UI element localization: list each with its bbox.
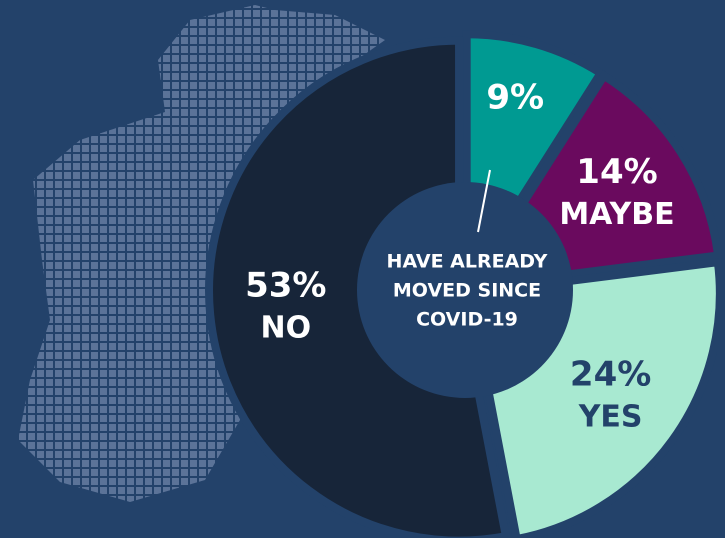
center-label: MOVED SINCE bbox=[393, 280, 541, 302]
category-label: NO bbox=[260, 310, 311, 345]
map-decoration bbox=[18, 5, 385, 502]
value-label: 53% bbox=[245, 265, 326, 305]
center-label: COVID-19 bbox=[416, 309, 518, 331]
value-label: 14% bbox=[576, 152, 657, 192]
category-label: MAYBE bbox=[559, 197, 674, 232]
center-label: HAVE ALREADY bbox=[387, 251, 548, 273]
pointer-line bbox=[477, 169, 491, 233]
category-label: YES bbox=[578, 399, 643, 434]
value-label: 24% bbox=[570, 354, 651, 394]
donut-hole bbox=[357, 182, 573, 398]
value-label: 9% bbox=[486, 78, 544, 118]
